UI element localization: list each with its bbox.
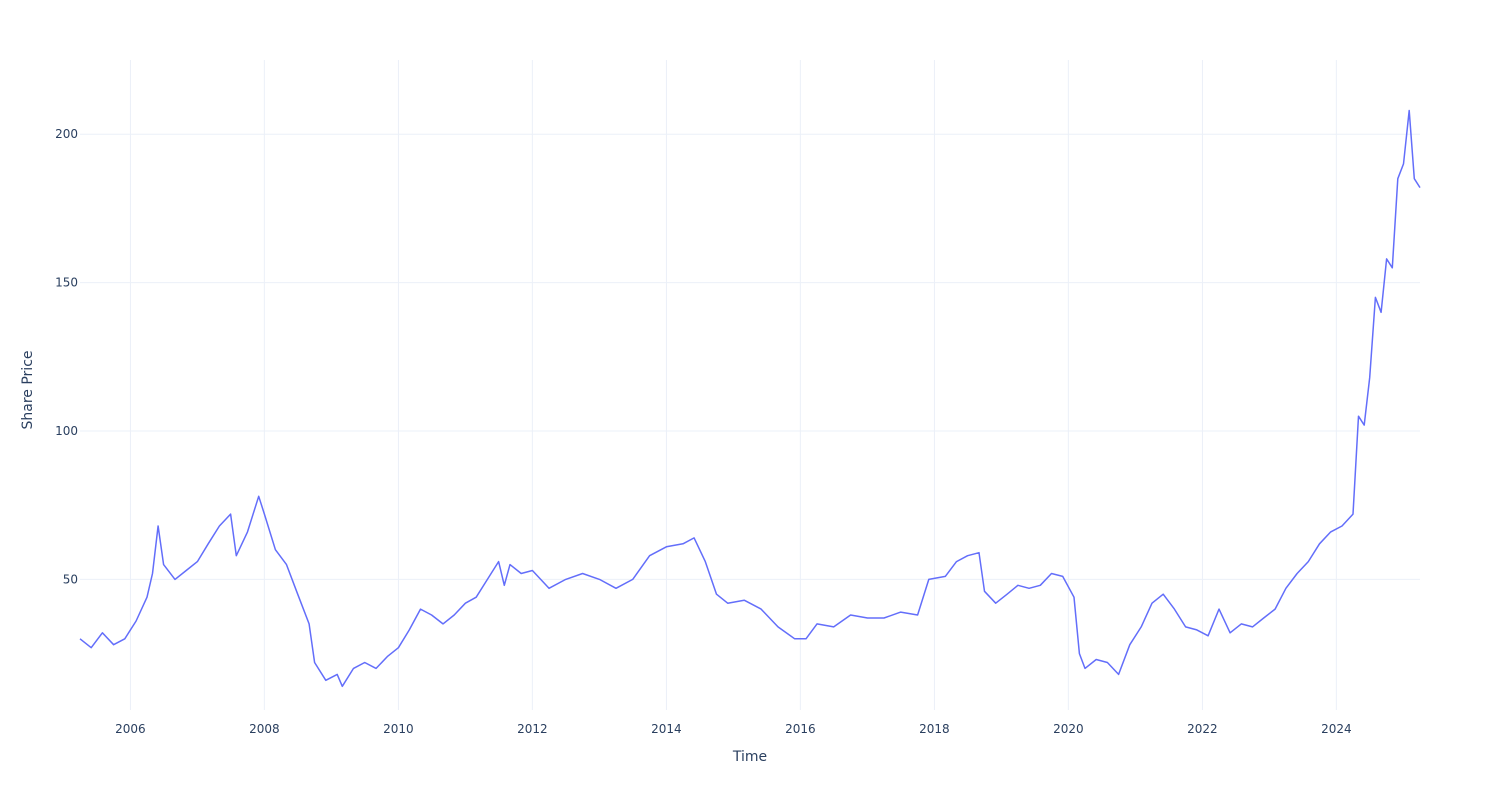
y-tick-label: 100 xyxy=(55,424,78,438)
y-tick-label: 200 xyxy=(55,127,78,141)
y-axis-tick-labels: 50 100 150 200 xyxy=(55,127,78,586)
x-tick-label: 2006 xyxy=(115,722,146,736)
vertical-grid-lines xyxy=(129,60,1337,710)
x-tick-label: 2020 xyxy=(1053,722,1084,736)
x-axis-title: Time xyxy=(732,749,767,765)
x-tick-label: 2010 xyxy=(383,722,414,736)
x-tick-label: 2022 xyxy=(1187,722,1218,736)
y-tick-label: 150 xyxy=(55,276,78,290)
share-price-line xyxy=(79,109,1421,688)
x-axis-tick-labels: 2006 2008 2010 2012 2014 2016 2018 2020 2022 2024 xyxy=(115,722,1351,736)
y-axis-title: Share Price xyxy=(20,350,36,429)
y-tick-label: 50 xyxy=(63,572,78,586)
x-tick-label: 2024 xyxy=(1321,722,1352,736)
x-tick-label: 2014 xyxy=(651,722,682,736)
x-tick-label: 2016 xyxy=(785,722,816,736)
x-tick-label: 2012 xyxy=(517,722,548,736)
x-tick-label: 2018 xyxy=(919,722,950,736)
x-tick-label: 2008 xyxy=(249,722,280,736)
horizontal-grid-lines xyxy=(80,133,1420,580)
series-group xyxy=(79,109,1421,688)
